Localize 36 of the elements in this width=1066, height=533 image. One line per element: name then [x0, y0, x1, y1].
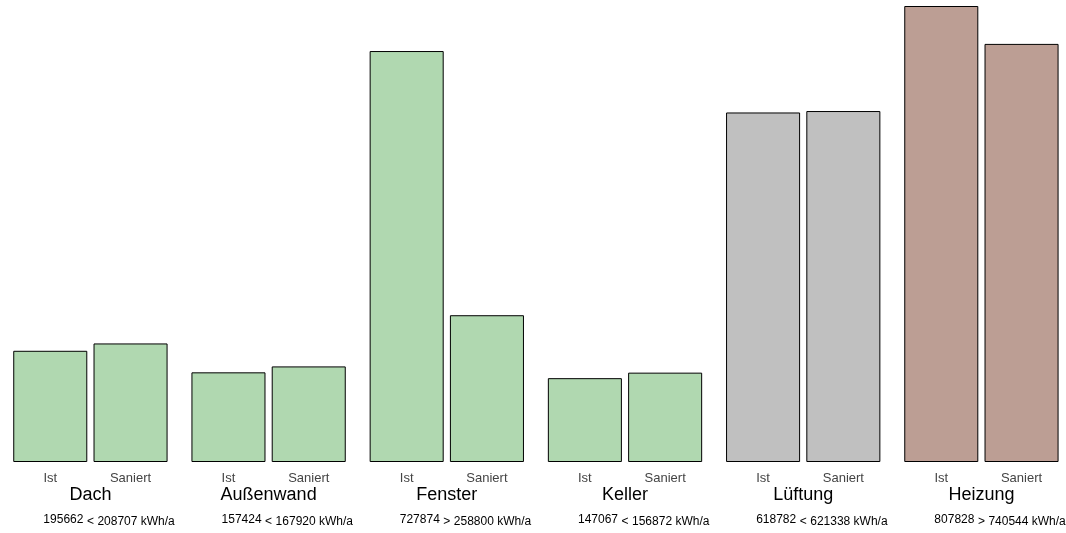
data-label: 740544 kWh/a: [988, 513, 1066, 528]
x-tick-label: Saniert: [466, 469, 508, 485]
text: <: [799, 513, 807, 528]
text: Außenwand: [220, 483, 317, 504]
data-label: 807828: [934, 511, 975, 526]
x-tick-label: Saniert: [822, 469, 865, 485]
x-tick-label: Ist: [756, 469, 771, 485]
text: Dach: [69, 483, 112, 504]
data-label: 621338 kWh/a: [810, 513, 888, 528]
x-tick-label: Ist: [399, 469, 414, 485]
data-label: 727874: [399, 511, 441, 526]
text: <: [265, 513, 273, 528]
data-label: 195662: [43, 511, 84, 526]
text: <: [621, 513, 629, 528]
x-tick-label: Ist: [43, 469, 58, 485]
text: Keller: [602, 483, 649, 504]
x-tick-label: Ist: [578, 469, 593, 485]
text: <: [86, 513, 94, 528]
data-label: 156872 kWh/a: [632, 513, 710, 528]
x-tick-label: Saniert: [1000, 469, 1043, 485]
x-tick-label: Saniert: [109, 469, 152, 485]
data-label: 208707 kWh/a: [97, 513, 176, 528]
data-label: 618782: [756, 511, 797, 526]
x-tick-label: Ist: [934, 469, 949, 485]
text: Lüftung: [773, 483, 834, 504]
data-label: 258800 kWh/a: [453, 513, 532, 528]
text: Fenster: [416, 483, 478, 504]
data-label: 167920 kWh/a: [275, 513, 354, 528]
text: >: [977, 513, 985, 528]
text: Heizung: [948, 483, 1015, 504]
data-label: 157424: [221, 511, 262, 526]
text: >: [443, 513, 451, 528]
data-label: 147067: [577, 511, 619, 526]
x-tick-label: Ist: [221, 469, 236, 485]
x-tick-label: Saniert: [644, 469, 687, 485]
x-tick-label: Saniert: [288, 469, 330, 485]
